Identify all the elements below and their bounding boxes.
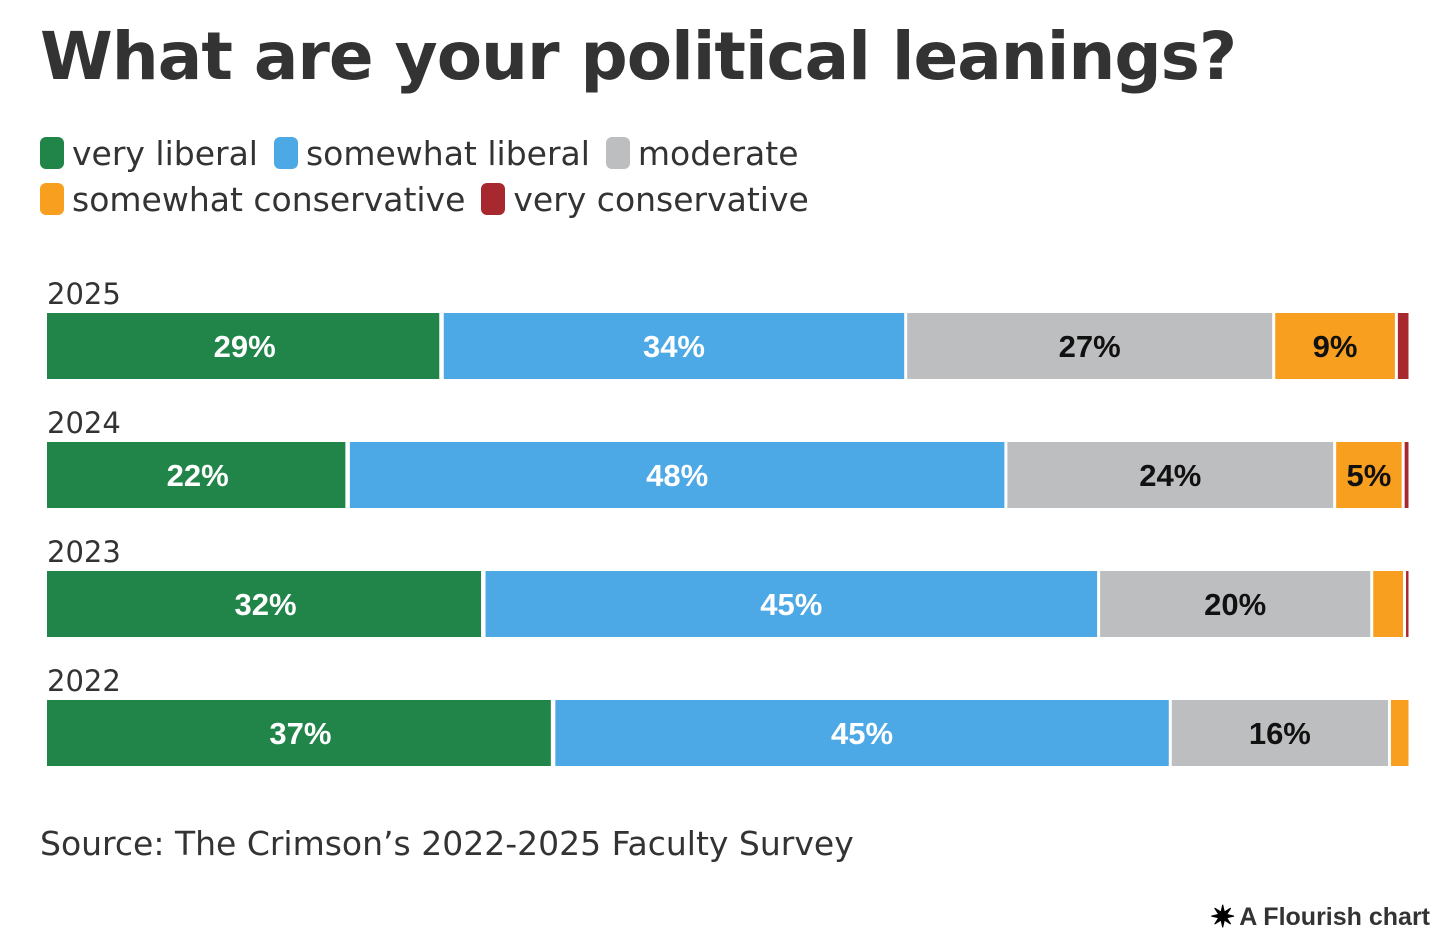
- bar-segment-very-liberal[interactable]: [47, 700, 551, 766]
- bar-segment-very-conservative[interactable]: [1406, 571, 1409, 637]
- legend-label: very conservative: [513, 179, 809, 219]
- data-label: 20%: [1204, 587, 1266, 622]
- bar-segment-very-liberal[interactable]: [47, 442, 346, 508]
- legend-item-very-liberal[interactable]: very liberal: [40, 133, 258, 173]
- data-label: 45%: [760, 587, 822, 622]
- bar-segment-somewhat-liberal[interactable]: [485, 571, 1098, 637]
- legend-swatch: [40, 183, 64, 215]
- data-label: 16%: [1249, 716, 1311, 751]
- data-label: 29%: [214, 329, 276, 364]
- bar-segment-moderate[interactable]: [1007, 442, 1334, 508]
- chart-title: What are your political leanings?: [40, 18, 1237, 95]
- bar-segment-very-conservative[interactable]: [1397, 313, 1409, 379]
- flourish-credit[interactable]: ✷ A Flourish chart: [1210, 900, 1430, 935]
- data-label: 22%: [167, 458, 229, 493]
- bar-segment-very-liberal[interactable]: [47, 313, 440, 379]
- legend-item-somewhat-conservative[interactable]: somewhat conservative: [40, 179, 466, 219]
- credit-label: A Flourish chart: [1239, 903, 1430, 931]
- data-label: 37%: [269, 716, 331, 751]
- legend-label: somewhat liberal: [305, 133, 590, 173]
- bar-segment-somewhat-liberal[interactable]: [349, 442, 1005, 508]
- legend-item-moderate[interactable]: moderate: [605, 133, 799, 173]
- category-label: 2022: [47, 664, 121, 698]
- source-note: Source: The Crimson’s 2022-2025 Faculty …: [40, 824, 854, 863]
- data-label: 48%: [646, 458, 708, 493]
- bar-segment-somewhat-conservative[interactable]: [1336, 442, 1402, 508]
- data-label: 45%: [831, 716, 893, 751]
- legend-label: somewhat conservative: [72, 179, 466, 219]
- legend-swatch: [481, 183, 506, 215]
- bar-segment-very-conservative[interactable]: [1404, 442, 1409, 508]
- data-label: 27%: [1059, 329, 1121, 364]
- legend-item-somewhat-liberal[interactable]: somewhat liberal: [273, 133, 590, 173]
- legend-swatch: [40, 137, 64, 169]
- data-label: 24%: [1139, 458, 1201, 493]
- flourish-asterisk-icon: ✷: [1210, 901, 1236, 934]
- data-label: 5%: [1346, 458, 1391, 493]
- bar-segment-very-liberal[interactable]: [47, 571, 482, 637]
- data-label: 34%: [643, 329, 705, 364]
- category-label: 2025: [47, 277, 121, 311]
- legend-swatch: [605, 137, 630, 169]
- bar-segment-somewhat-liberal[interactable]: [443, 313, 905, 379]
- legend-swatch: [273, 137, 298, 169]
- bar-segment-somewhat-conservative[interactable]: [1275, 313, 1395, 379]
- legend-label: moderate: [637, 133, 799, 173]
- bar-segment-somewhat-conservative[interactable]: [1373, 571, 1404, 637]
- bar-segment-moderate[interactable]: [1100, 571, 1371, 637]
- category-label: 2023: [47, 535, 121, 569]
- data-label: 9%: [1313, 329, 1358, 364]
- data-label: 32%: [234, 587, 296, 622]
- bar-segment-moderate[interactable]: [1171, 700, 1388, 766]
- legend-label: very liberal: [72, 133, 258, 173]
- stacked-bar-chart: 2025 29% 34% 27% 9% 2024 22% 48% 24% 5% 2023 32% 45%…: [47, 277, 1409, 766]
- bar-segment-somewhat-conservative[interactable]: [1390, 700, 1409, 766]
- legend-item-very-conservative[interactable]: very conservative: [481, 179, 809, 219]
- bar-segment-moderate[interactable]: [907, 313, 1273, 379]
- category-label: 2024: [47, 406, 121, 440]
- bar-segment-somewhat-liberal[interactable]: [555, 700, 1169, 766]
- legend: very liberal somewhat liberal moderate some…: [40, 133, 1240, 219]
